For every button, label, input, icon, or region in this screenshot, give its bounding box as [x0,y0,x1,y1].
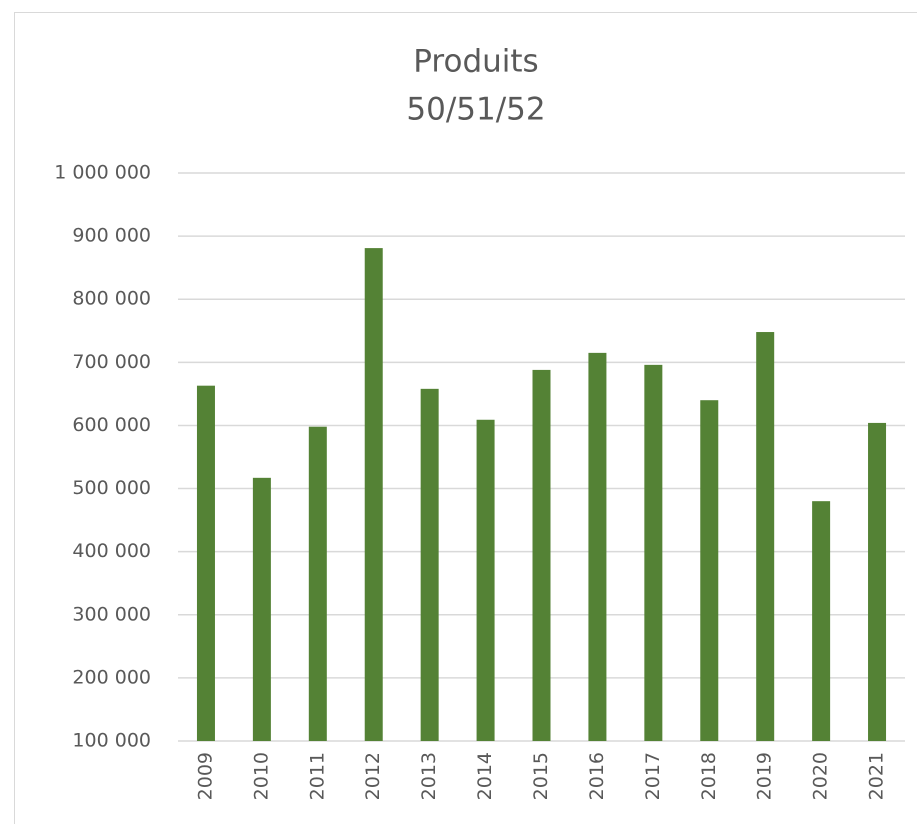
bar [196,385,215,741]
x-tick-label: 2009 [194,752,216,800]
y-tick-label: 400 000 [72,540,151,562]
x-tick-label: 2012 [362,752,384,800]
chart-subtitle: 50/51/52 [406,92,545,128]
x-tick-label: 2015 [530,752,552,800]
y-tick-label: 900 000 [72,225,151,247]
bar [476,419,495,741]
y-tick-label: 800 000 [72,288,151,310]
bar [588,352,607,741]
bar [700,400,719,741]
bar [644,364,663,741]
x-tick-label: 2014 [474,752,496,800]
y-tick-label: 700 000 [72,351,151,373]
y-tick-label: 1 000 000 [54,162,151,184]
bar [364,248,383,741]
x-tick-label: 2011 [306,752,328,800]
y-tick-label: 100 000 [72,730,151,752]
y-tick-label: 600 000 [72,414,151,436]
x-tick-label: 2013 [418,752,440,800]
x-tick-label: 2010 [250,752,272,800]
bar [532,369,551,741]
x-tick-label: 2017 [642,752,664,800]
x-tick-label: 2021 [866,752,888,800]
y-tick-label: 500 000 [72,477,151,499]
bar [756,332,775,741]
x-tick-label: 2016 [586,752,608,800]
bar [420,388,439,741]
bar [252,477,271,741]
x-tick-label: 2018 [698,752,720,800]
y-tick-label: 200 000 [72,666,151,688]
bar [308,426,327,741]
x-tick-label: 2019 [754,752,776,800]
bar [812,501,831,741]
x-tick-label: 2020 [810,752,832,800]
bar [868,422,887,741]
chart-title: Produits [413,44,538,80]
y-tick-label: 300 000 [72,603,151,625]
